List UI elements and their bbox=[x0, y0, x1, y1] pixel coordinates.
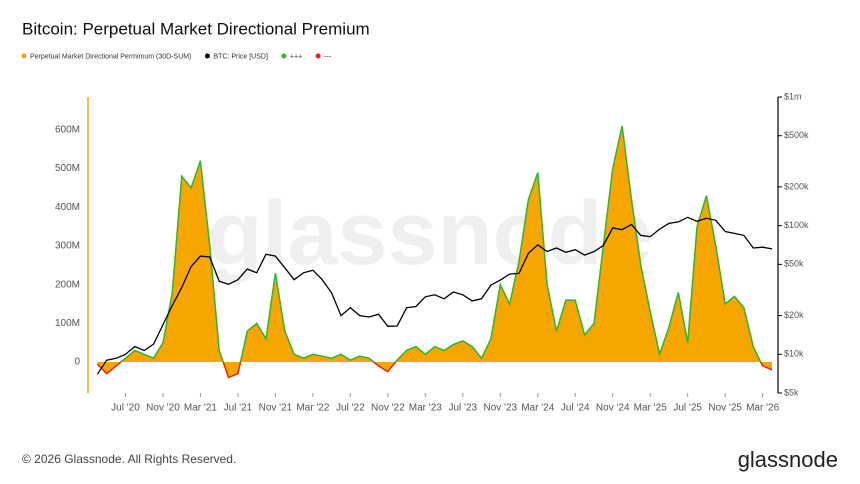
x-tick-label: Mar '22 bbox=[296, 403, 329, 414]
price-line bbox=[96, 216, 773, 375]
y-tick-label: 100M bbox=[55, 318, 80, 329]
x-tick-label: Jul '20 bbox=[111, 403, 140, 414]
x-tick-label: Mar '26 bbox=[746, 403, 779, 414]
y2-tick-label: $10k bbox=[784, 349, 804, 359]
legend-swatch bbox=[281, 53, 287, 59]
chart-title: Bitcoin: Perpetual Market Directional Pr… bbox=[22, 19, 370, 38]
x-tick-label: Mar '23 bbox=[409, 403, 442, 414]
y-tick-label: 400M bbox=[55, 202, 80, 213]
legend-label: BTC: Price [USD] bbox=[213, 53, 268, 60]
y-tick-label: 300M bbox=[55, 241, 80, 252]
legend-label: --- bbox=[324, 53, 332, 60]
premium-area bbox=[97, 126, 772, 378]
x-tick-label: Nov '22 bbox=[371, 403, 405, 414]
x-tick-label: Jul '23 bbox=[448, 403, 477, 414]
y-tick-label: 0 bbox=[74, 357, 80, 368]
x-tick-label: Nov '23 bbox=[483, 403, 517, 414]
y2-tick-label: $100k bbox=[784, 220, 809, 230]
y2-tick-label: $20k bbox=[784, 310, 804, 320]
y-tick-label: 200M bbox=[55, 279, 80, 290]
y2-tick-label: $500k bbox=[784, 130, 809, 140]
y-tick-label: 500M bbox=[55, 163, 80, 174]
y-tick-label: 600M bbox=[55, 125, 80, 136]
y2-tick-label: $1m bbox=[784, 91, 802, 101]
watermark: glassnode bbox=[207, 184, 652, 284]
logo: glassnode bbox=[738, 447, 838, 472]
x-tick-label: Jul '22 bbox=[336, 403, 365, 414]
x-tick-label: Nov '20 bbox=[146, 403, 180, 414]
x-tick-label: Mar '25 bbox=[634, 403, 667, 414]
x-tick-label: Jul '21 bbox=[224, 403, 253, 414]
x-tick-label: Jul '25 bbox=[673, 403, 702, 414]
legend-swatch bbox=[315, 53, 321, 59]
y2-tick-label: $5k bbox=[784, 387, 799, 397]
x-tick-label: Jul '24 bbox=[561, 403, 590, 414]
legend-label: Perpetual Market Directional Permimum (3… bbox=[30, 53, 191, 60]
x-tick-label: Mar '24 bbox=[521, 403, 554, 414]
x-tick-label: Nov '24 bbox=[596, 403, 630, 414]
x-tick-label: Nov '21 bbox=[259, 403, 293, 414]
footer: © 2026 Glassnode. All Rights Reserved. bbox=[22, 452, 236, 466]
x-tick-label: Nov '25 bbox=[708, 403, 742, 414]
y2-tick-label: $200k bbox=[784, 181, 809, 191]
legend-swatch bbox=[21, 53, 27, 59]
y2-tick-label: $50k bbox=[784, 259, 804, 269]
x-tick-label: Mar '21 bbox=[184, 403, 217, 414]
legend-swatch bbox=[204, 53, 210, 59]
legend-label: +++ bbox=[290, 53, 302, 60]
premium-outline-positive bbox=[119, 125, 762, 363]
